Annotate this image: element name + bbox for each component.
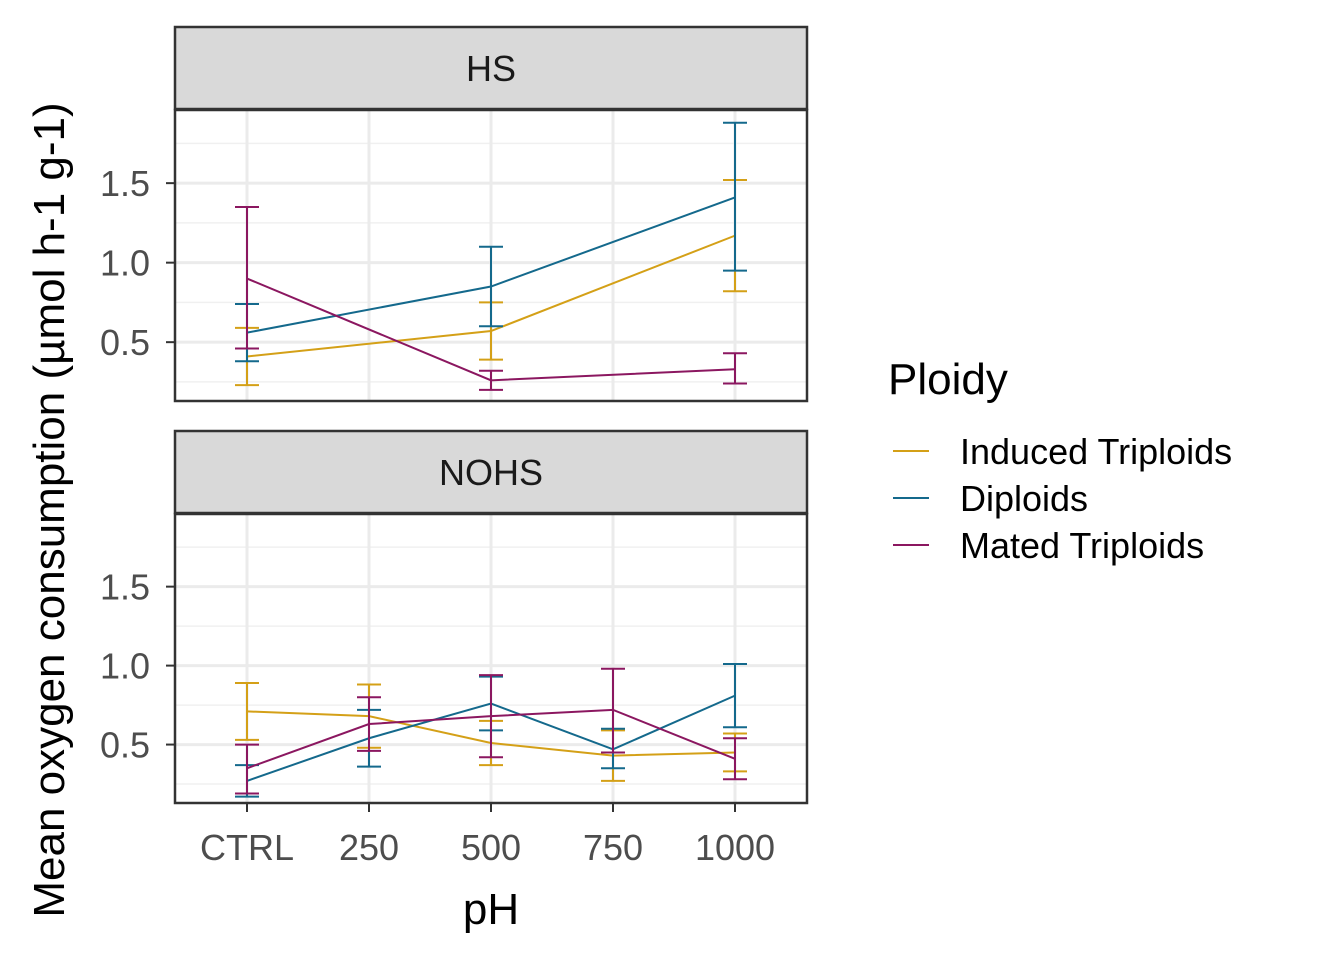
y-tick-label: 0.5 — [100, 725, 150, 766]
error-bar — [235, 206, 259, 350]
y-axis-title: Mean oxygen consumption (µmol h-1 g-1) — [25, 102, 74, 917]
legend-label: Induced Triploids — [960, 431, 1232, 472]
facet-strip — [173, 25, 809, 111]
error-bar — [479, 245, 503, 328]
panel-nohs: 0.5 1.0 1.5 NOHS — [100, 429, 809, 805]
x-tick-label: 250 — [339, 827, 399, 868]
error-bar — [723, 737, 747, 781]
error-bar — [235, 743, 259, 795]
x-tick-label: 500 — [461, 827, 521, 868]
error-bar — [235, 681, 259, 741]
y-tick-label: 1.0 — [100, 646, 150, 687]
panel-hs: 0.5 1.0 1.5 HS — [100, 25, 809, 403]
legend-title: Ploidy — [888, 355, 1008, 404]
series-mated-triploids — [235, 206, 747, 391]
legend: Ploidy Induced Triploids Diploids Mated Tr… — [888, 355, 1232, 566]
y-tick-label: 0.5 — [100, 322, 150, 363]
y-tick-label: 1.0 — [100, 243, 150, 284]
facet-strip — [173, 429, 809, 515]
legend-item: Induced Triploids — [893, 431, 1232, 472]
x-axis-title: pH — [463, 885, 519, 934]
y-tick-label: 1.5 — [100, 163, 150, 204]
x-axis-ticks: CTRL 250 500 750 1000 — [200, 803, 775, 868]
error-bar — [723, 121, 747, 272]
error-bar — [479, 674, 503, 759]
legend-label: Mated Triploids — [960, 525, 1204, 566]
legend-item: Mated Triploids — [893, 525, 1204, 566]
error-bar — [723, 663, 747, 729]
x-tick-label: 1000 — [695, 827, 775, 868]
error-bar — [601, 667, 625, 754]
error-bar — [479, 369, 503, 391]
legend-items: Induced Triploids Diploids Mated Triploids — [893, 431, 1232, 566]
facet-strip-label: NOHS — [439, 452, 543, 493]
y-tick-label: 1.5 — [100, 567, 150, 608]
facet-strip-label: HS — [466, 48, 516, 89]
x-tick-label: 750 — [583, 827, 643, 868]
legend-label: Diploids — [960, 478, 1088, 519]
legend-item: Diploids — [893, 478, 1088, 519]
x-tick-label: CTRL — [200, 827, 294, 868]
error-bar — [723, 352, 747, 385]
error-bar — [357, 696, 381, 752]
series-mated-triploids — [235, 667, 747, 795]
facet-panels: 0.5 1.0 1.5 HS 0.5 1.0 1.5 NOHS — [100, 25, 809, 805]
